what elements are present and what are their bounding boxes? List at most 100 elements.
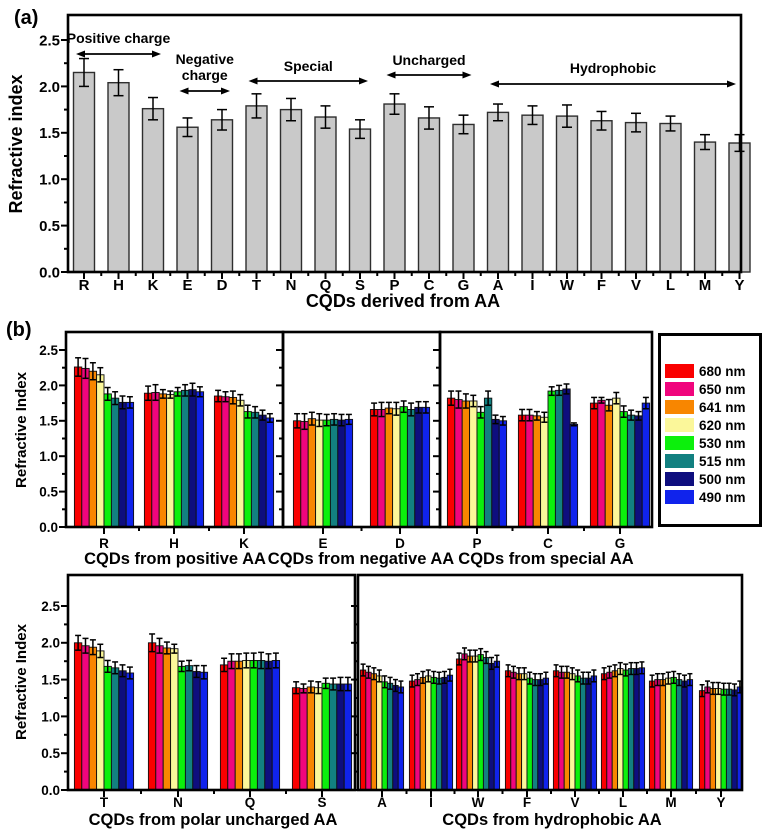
bar-E-530nm [322, 419, 331, 528]
bar-R [72, 71, 96, 273]
bar-T-620nm [96, 650, 105, 791]
bar-M-490nm [686, 679, 694, 791]
x-category-label: F [523, 795, 531, 810]
legend-item-641nm: 641 nm [661, 398, 759, 416]
arrowhead-left [386, 71, 396, 79]
arrowhead-left [179, 87, 189, 95]
bar-K [141, 107, 165, 273]
bar-G-515nm [626, 414, 636, 528]
bar-R-620nm [96, 374, 105, 528]
bar-K-490nm [265, 417, 275, 528]
bar-S [348, 128, 372, 273]
bar-N-530nm [177, 665, 186, 791]
y-tick-label: 2.5 [41, 599, 60, 614]
bar-S-530nm [321, 682, 330, 791]
arrowhead-right [152, 50, 161, 58]
y-tick-label: 0.5 [39, 218, 60, 235]
bar-S-620nm [314, 687, 323, 791]
bar-I-490nm [446, 674, 454, 791]
legend-label: 500 nm [699, 471, 746, 487]
bar-L-680nm [600, 673, 608, 791]
bar-E-641nm [307, 418, 317, 528]
x-category-label: M [699, 277, 712, 294]
bar-V-620nm [569, 673, 576, 791]
annotation-label: charge [182, 67, 228, 83]
bar-T-515nm [110, 667, 120, 791]
bar-W-500nm [488, 662, 495, 791]
bar-D-680nm [369, 409, 379, 528]
bar-S-500nm [336, 683, 345, 791]
bar-Q-641nm [234, 660, 244, 791]
x-category-label: E [182, 277, 192, 294]
bar-M-680nm [648, 680, 656, 791]
y-tick-label: 0.0 [39, 264, 60, 281]
arrowhead-right [359, 77, 368, 85]
y-axis-title: Refractive Index [13, 371, 30, 488]
legend-swatch [665, 400, 694, 414]
panel-b-label: (b) [6, 319, 32, 341]
panel-a-label: (a) [14, 7, 39, 29]
bar-H-490nm [195, 391, 205, 528]
bar-D-620nm [392, 408, 401, 528]
bar-M-500nm [681, 680, 688, 791]
legend-swatch [665, 490, 694, 504]
bar-F-515nm [531, 679, 539, 791]
y-tick-label: 2.0 [39, 378, 58, 393]
arrowhead-left [76, 50, 85, 58]
bar-F-650nm [510, 671, 517, 791]
bar-D-515nm [406, 409, 416, 528]
bar-A [486, 111, 510, 273]
x-category-label: P [389, 277, 399, 294]
x-axis-title: CQDs from special AA [458, 550, 634, 568]
legend-swatch [665, 472, 694, 486]
legend-swatch [665, 418, 694, 432]
bar-Y-530nm [720, 688, 727, 791]
bar-N-490nm [199, 671, 209, 791]
legend-item-490nm: 490 nm [661, 488, 759, 506]
arrowhead-left [490, 80, 499, 88]
bar-Y-680nm [698, 690, 706, 791]
bar-H-620nm [166, 394, 175, 528]
bar-W-680nm [455, 658, 463, 791]
chart-a: 0.0 0.5 1.0 1.5 2.0 2.5 R H K E D T N Q S P C G A I W F V L M Y CQ… [6, 13, 751, 311]
y-axis-title: Refractive Index [13, 623, 30, 740]
x-category-label: V [631, 277, 641, 294]
bar-W-620nm [472, 655, 479, 791]
bar-Q-515nm [256, 660, 266, 791]
bar-P [383, 103, 406, 273]
bar-G-620nm [612, 397, 621, 528]
bar-E-490nm [344, 418, 354, 528]
x-category-label: Q [320, 277, 332, 294]
bar-K-500nm [258, 414, 267, 528]
bar-A-650nm [365, 671, 372, 791]
bar-K-515nm [250, 411, 260, 528]
bar-H-641nm [158, 393, 168, 528]
bar-L-650nm [606, 671, 613, 791]
x-category-label: A [493, 277, 504, 294]
bar-D [210, 119, 234, 273]
arrowhead-right [462, 71, 472, 79]
bar-W-641nm [466, 655, 474, 791]
x-axis-title: CQDs from positive AA [84, 550, 266, 568]
bar-G-641nm [604, 404, 614, 528]
bar-L-620nm [617, 668, 624, 791]
bar-P-500nm [491, 418, 500, 528]
bar-R-500nm [118, 401, 127, 528]
y-tick-label: 1.0 [39, 449, 58, 464]
bar-G-680nm [589, 402, 599, 528]
x-category-label: Y [716, 795, 725, 810]
legend-label: 680 nm [699, 363, 746, 379]
bar-V-530nm [574, 675, 581, 791]
bar-H-680nm [143, 392, 153, 528]
bar-I-650nm [414, 679, 421, 791]
bar-Q-650nm [227, 660, 236, 791]
bar-C-650nm [525, 414, 534, 528]
x-category-label: Q [245, 795, 256, 810]
bar-F-620nm [521, 673, 528, 791]
wavelength-legend: 680 nm 650 nm 641 nm 620 nm 530 nm 515 nm 500 … [658, 333, 762, 527]
bar-P-620nm [469, 400, 478, 528]
bar-D-490nm [421, 406, 431, 528]
x-category-label: F [597, 277, 606, 294]
bar-C-680nm [517, 414, 527, 528]
x-category-label: D [395, 536, 405, 551]
